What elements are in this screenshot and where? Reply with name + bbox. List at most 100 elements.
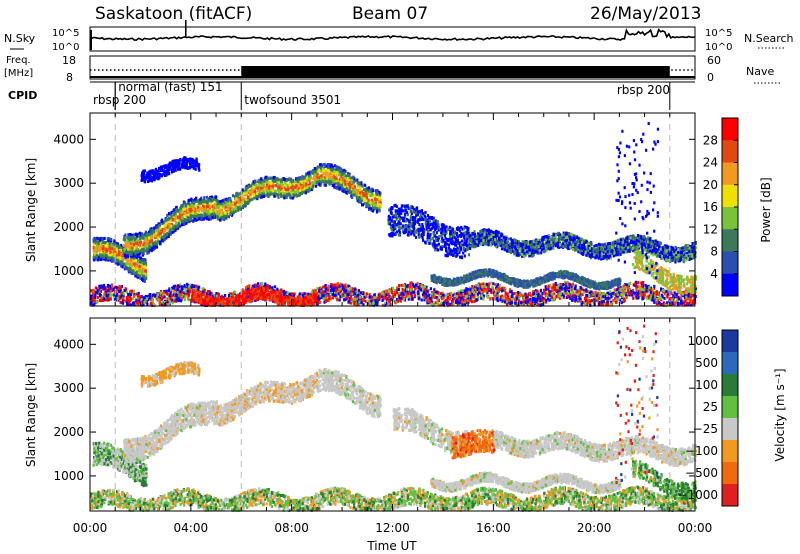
data-cell <box>454 249 457 253</box>
data-cell <box>438 235 441 238</box>
data-cell <box>147 241 150 245</box>
data-cell <box>297 189 300 193</box>
nsky-tick-high: 10^5 <box>52 28 79 39</box>
data-cell <box>133 247 136 251</box>
data-cell <box>331 184 334 187</box>
data-cell <box>242 204 245 207</box>
data-cell <box>449 235 452 239</box>
data-cell <box>250 184 253 188</box>
data-cell <box>316 172 319 176</box>
data-cell <box>155 231 158 235</box>
data-cell <box>175 228 178 232</box>
data-cell <box>113 239 116 243</box>
data-cell <box>408 206 411 210</box>
data-cell <box>253 189 256 193</box>
data-cell <box>141 258 144 262</box>
data-cell <box>312 169 315 173</box>
data-cell <box>324 174 327 178</box>
data-cell <box>172 227 175 231</box>
data-cell <box>208 197 211 200</box>
data-cell <box>252 193 255 197</box>
data-cell <box>323 169 326 173</box>
data-cell <box>238 205 241 209</box>
data-cell <box>349 186 352 190</box>
data-cell <box>433 218 436 222</box>
data-cell <box>257 180 260 184</box>
data-cell <box>181 215 184 219</box>
data-cell <box>164 223 167 227</box>
data-cell <box>248 198 251 202</box>
data-cell <box>197 199 200 203</box>
data-cell <box>254 195 257 199</box>
data-cell <box>124 263 127 266</box>
data-cell <box>245 191 248 195</box>
data-cell <box>95 253 98 257</box>
data-cell <box>174 224 177 228</box>
data-cell <box>224 205 227 209</box>
data-cell <box>227 215 230 219</box>
data-cell <box>92 249 95 253</box>
data-cell <box>142 236 145 240</box>
data-cell <box>407 230 411 234</box>
data-cell <box>195 205 198 209</box>
data-cell <box>276 178 279 182</box>
data-cell <box>232 203 235 207</box>
nsky-tick-low: 10^0 <box>52 42 79 53</box>
data-cell <box>117 259 120 263</box>
data-cell <box>104 241 107 245</box>
data-cell <box>195 158 198 162</box>
data-cell <box>128 263 132 267</box>
data-cell <box>93 258 96 262</box>
data-cell <box>100 246 103 250</box>
data-cell <box>151 239 154 243</box>
data-cell <box>153 245 156 249</box>
data-cell <box>204 210 207 214</box>
data-cell <box>348 189 351 193</box>
data-cell <box>94 257 97 261</box>
data-cell <box>254 179 257 183</box>
data-cell <box>444 253 447 257</box>
data-cell <box>154 241 157 245</box>
data-cell <box>451 249 454 253</box>
data-cell <box>228 211 231 214</box>
data-cell <box>262 183 265 187</box>
data-cell <box>674 256 677 259</box>
data-cell <box>330 175 333 179</box>
data-cell <box>297 176 300 180</box>
data-cell <box>119 264 123 268</box>
data-cell <box>451 227 455 231</box>
data-cell <box>134 252 137 256</box>
data-cell <box>144 266 147 269</box>
data-cell <box>128 244 131 248</box>
data-cell <box>291 196 294 200</box>
data-cell <box>136 243 140 247</box>
data-cell <box>335 173 338 177</box>
data-cell <box>142 265 145 269</box>
data-cell <box>213 197 217 201</box>
data-cell <box>131 233 134 237</box>
data-cell <box>150 229 154 233</box>
data-cell <box>398 233 401 237</box>
data-cell <box>110 256 113 260</box>
data-cell <box>111 259 114 263</box>
cpid-segment-label: twofsound 3501 <box>244 93 341 107</box>
data-cell <box>300 179 303 183</box>
data-cell <box>136 234 139 238</box>
data-cell <box>300 192 303 196</box>
data-cell <box>261 187 264 191</box>
data-cell <box>149 247 152 251</box>
data-cell <box>141 263 144 267</box>
data-cell <box>133 262 136 266</box>
data-cell <box>297 186 300 190</box>
data-cell <box>155 176 158 180</box>
data-cell <box>268 181 271 185</box>
data-cell <box>128 251 131 254</box>
data-cell <box>361 184 364 188</box>
data-cell <box>205 216 208 220</box>
data-cell <box>149 240 152 244</box>
data-cell <box>276 182 279 186</box>
data-cell <box>467 227 470 231</box>
data-cell <box>175 208 178 212</box>
data-cell <box>318 182 321 186</box>
data-cell <box>110 244 113 248</box>
